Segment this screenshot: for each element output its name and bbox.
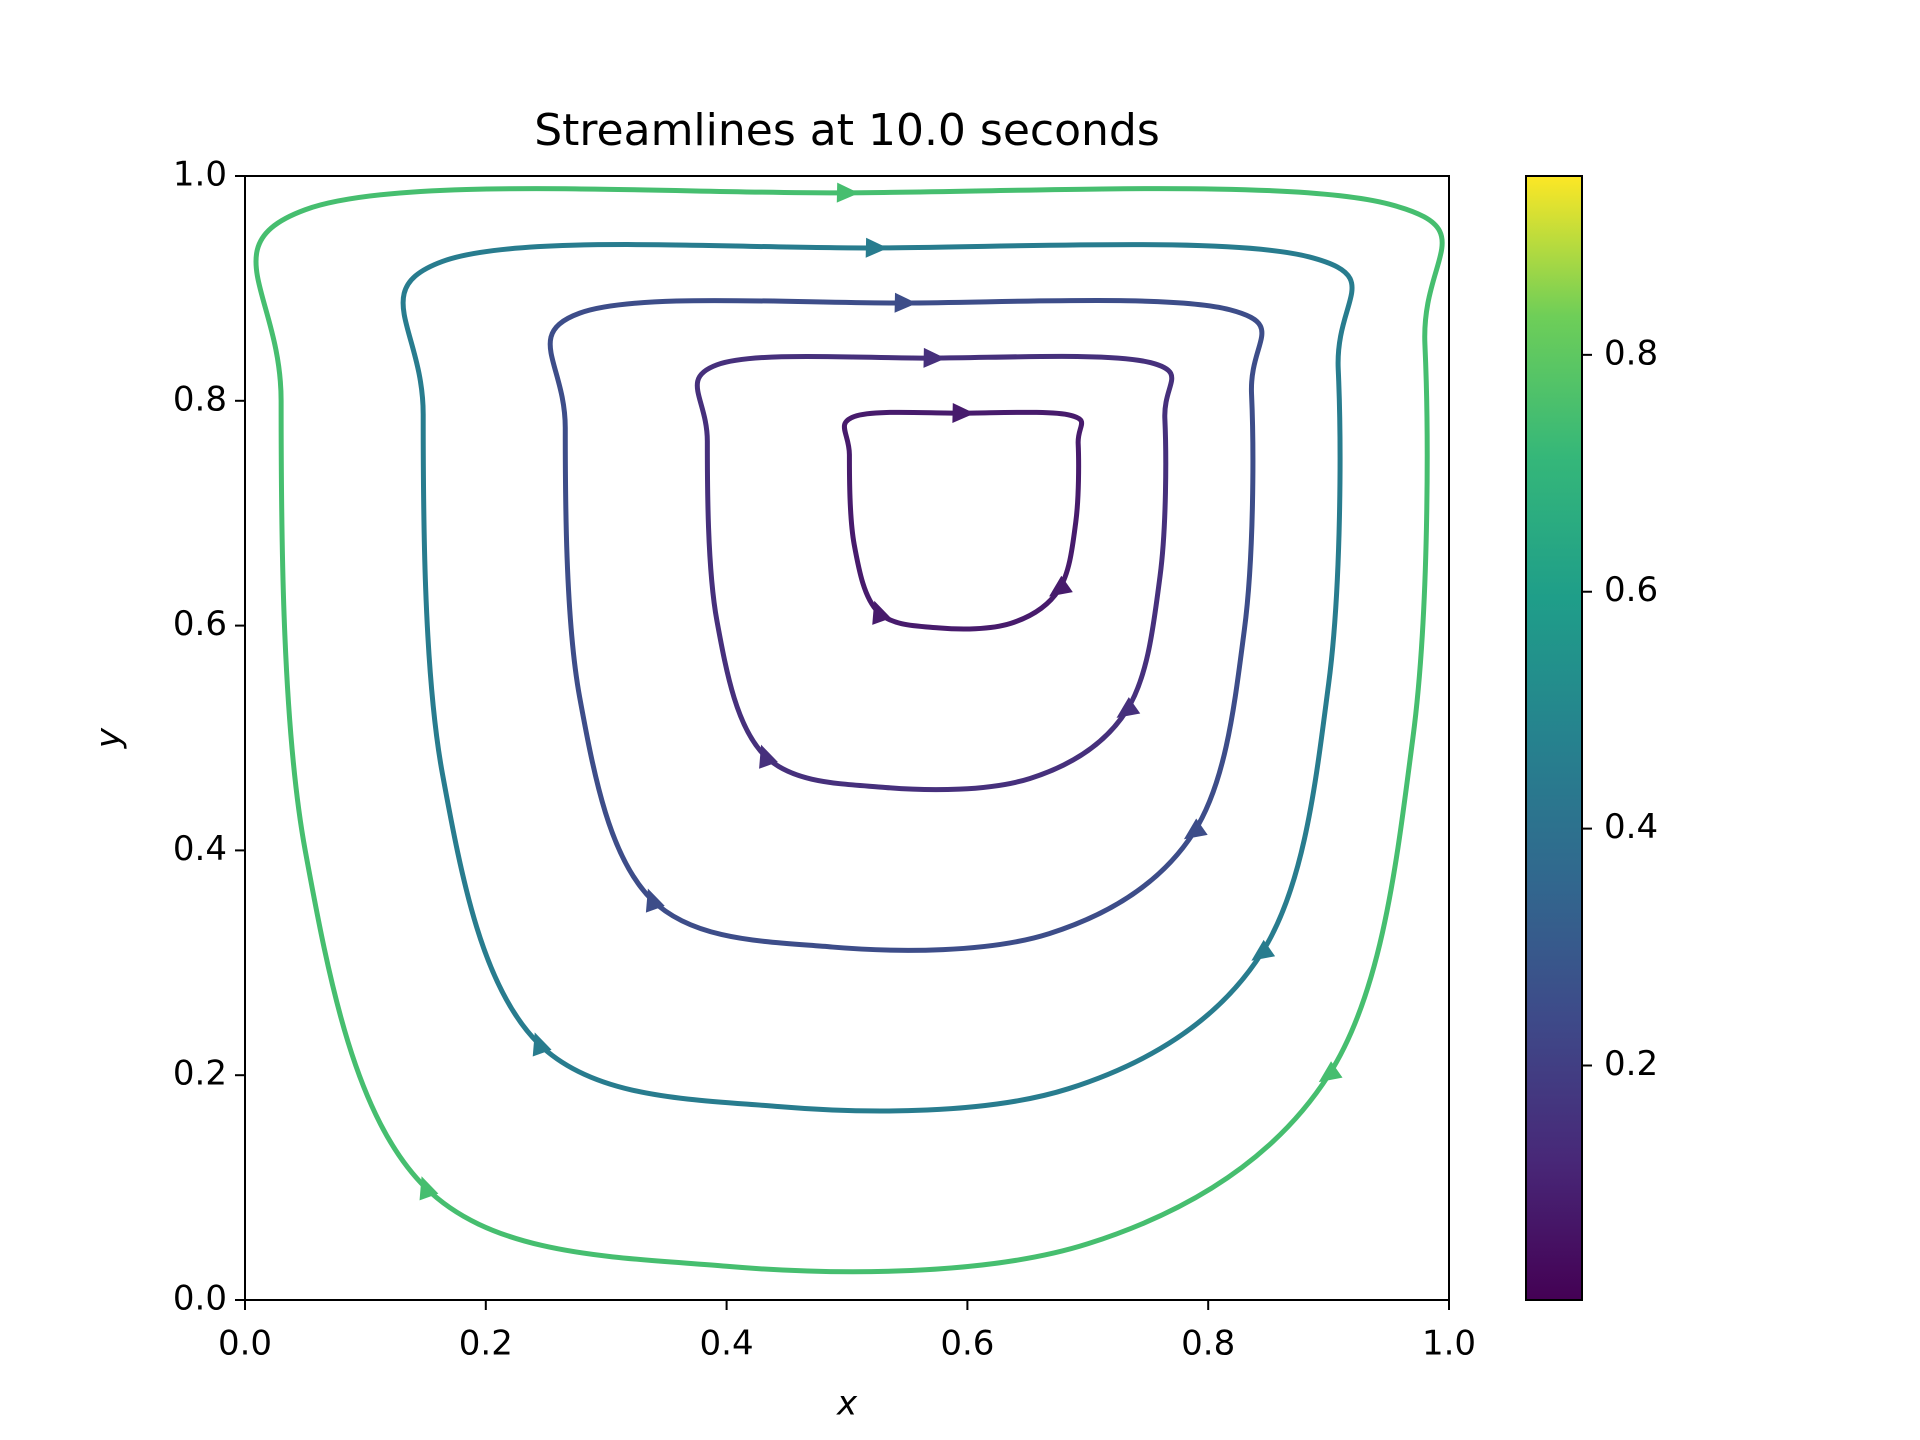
colorbar-tick-label: 0.6 [1604, 570, 1658, 610]
streamline [253, 186, 1445, 1275]
colorbar-tick-label: 0.4 [1604, 807, 1658, 847]
arrow [532, 1032, 552, 1057]
y-tick-label: 1.0 [173, 155, 227, 195]
y-tick-label: 0.2 [173, 1054, 227, 1094]
colorbar-tick-label: 0.8 [1604, 333, 1658, 373]
arrow [419, 1176, 439, 1201]
colorbar [1525, 175, 1583, 1301]
arrow [1251, 939, 1276, 961]
arrow [1318, 1061, 1343, 1083]
x-tick-label: 0.6 [940, 1324, 994, 1364]
chart-title: Streamlines at 10.0 seconds [534, 105, 1160, 156]
arrow [872, 600, 892, 625]
arrow [1116, 697, 1141, 718]
y-axis-label: y [89, 727, 129, 749]
y-tick-label: 0.6 [173, 604, 227, 644]
arrow [1183, 818, 1208, 840]
x-tick-label: 0.4 [700, 1324, 754, 1364]
arrow [894, 292, 917, 313]
y-tick-label: 0.4 [173, 829, 227, 869]
x-tick-label: 0.2 [459, 1324, 513, 1364]
streamline [400, 242, 1355, 1114]
arrow [952, 402, 975, 423]
x-tick-label: 1.0 [1422, 1324, 1476, 1364]
arrow [1049, 575, 1073, 597]
x-tick-label: 0.8 [1181, 1324, 1235, 1364]
streamlines [253, 182, 1445, 1275]
arrow [923, 347, 946, 368]
y-tick-label: 0.8 [173, 379, 227, 419]
streamline [841, 409, 1084, 632]
arrow [865, 237, 888, 258]
colorbar-tick-label: 0.2 [1604, 1044, 1658, 1084]
streamline [694, 353, 1175, 793]
arrow [645, 888, 665, 913]
axes-frame [244, 175, 1450, 1301]
streamline [547, 297, 1265, 953]
x-axis-label: x [836, 1384, 858, 1424]
x-tick-label: 0.0 [218, 1324, 272, 1364]
arrow [836, 182, 859, 203]
arrow [759, 744, 778, 769]
y-tick-label: 0.0 [173, 1279, 227, 1319]
